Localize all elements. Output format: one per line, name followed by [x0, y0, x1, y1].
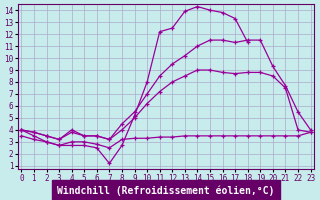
X-axis label: Windchill (Refroidissement éolien,°C): Windchill (Refroidissement éolien,°C) [57, 185, 275, 196]
